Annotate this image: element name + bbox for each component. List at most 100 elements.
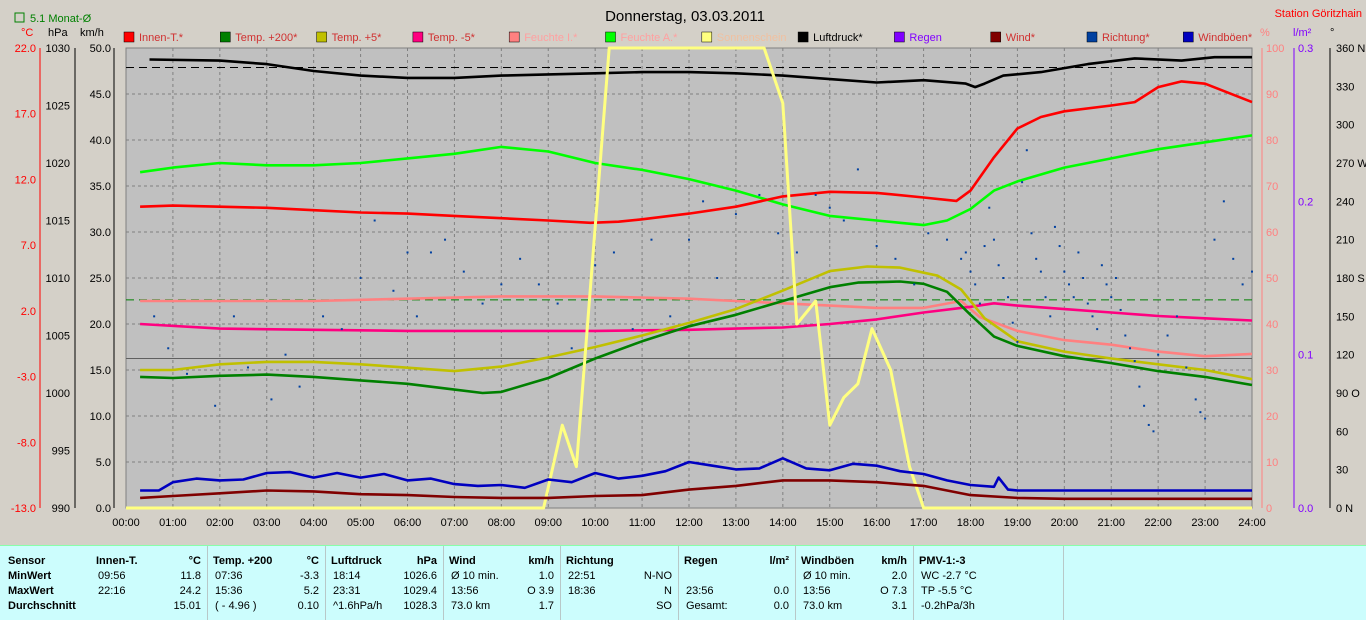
direction-point (373, 219, 376, 222)
stats-cell-label: 15:36 (215, 585, 243, 597)
stats-section-unit: km/h (528, 555, 554, 567)
legend-item-feuchte-i[interactable]: Feuchte I.* (508, 31, 578, 44)
direction-point (978, 302, 981, 305)
percent-axis-tick-label: 100 (1266, 43, 1284, 55)
row-label-max: MaxWert (8, 585, 54, 597)
legend-swatch[interactable] (990, 31, 1001, 43)
legend-item-wind[interactable]: Wind* (990, 31, 1036, 44)
direction-point (1119, 308, 1122, 311)
legend-item-temp-5[interactable]: Temp. -5* (412, 31, 476, 44)
stats-cell-value: 0.0 (773, 600, 789, 612)
direction-point (1166, 334, 1169, 337)
stats-cell-value: 3.1 (891, 600, 907, 612)
direction-axis-tick-label: 300 (1336, 120, 1354, 132)
direction-point (1199, 411, 1202, 414)
x-tick-label: 24:00 (1238, 517, 1266, 529)
kmh-axis-tick-label: 15.0 (90, 365, 111, 377)
direction-point (1129, 347, 1132, 350)
stats-cell-value: 24.2 (179, 585, 201, 597)
kmh-axis-tick-label: 10.0 (90, 411, 111, 423)
legend-swatch[interactable] (316, 31, 327, 43)
stats-cell-value: O 7.3 (880, 585, 907, 597)
series-wind (140, 479, 1252, 501)
direction-point (1241, 283, 1244, 286)
temp-axis-tick-label: 2.0 (21, 306, 36, 318)
legend-swatch[interactable] (894, 31, 905, 43)
x-tick-label: 14:00 (769, 517, 797, 529)
x-tick-label: 16:00 (863, 517, 891, 529)
percent-axis-tick-label: 0 (1266, 503, 1272, 515)
direction-point (875, 245, 878, 248)
row-label-min: MinWert (8, 570, 52, 582)
legend-item-sonnenschein[interactable]: Sonnenschein (701, 31, 787, 44)
stats-cell-value: 1028.3 (403, 600, 437, 612)
direction-point (1222, 200, 1225, 203)
direction-axis-tick-label: 210 (1336, 235, 1354, 247)
legend-item-temp-5[interactable]: Temp. +5* (316, 31, 383, 44)
direction-point (246, 366, 249, 369)
series-feuchte-a (139, 134, 1253, 227)
legend-swatch[interactable] (1086, 31, 1098, 43)
x-tick-label: 10:00 (581, 517, 609, 529)
direction-point (1204, 417, 1207, 420)
legend-swatch[interactable] (412, 31, 424, 43)
legend-item-regen[interactable]: Regen (894, 31, 942, 44)
direction-point (1157, 353, 1160, 356)
x-tick-label: 08:00 (488, 517, 516, 529)
direction-point (650, 238, 653, 241)
pressure-axis-tick-label: 1020 (46, 158, 70, 170)
legend-item-feuchte-a[interactable]: Feuchte A.* (605, 31, 679, 44)
stats-section-title: PMV-1:-3 (919, 555, 966, 567)
direction-point (1049, 315, 1052, 318)
x-tick-label: 20:00 (1051, 517, 1079, 529)
stats-cell-value: O 3.9 (527, 585, 554, 597)
stats-section-temp-200: Temp. +200 °C 07:36 -3.3 15:36 5.2 ( - 4.96 ) 0… (207, 546, 326, 620)
pressure-axis-tick-label: 1000 (46, 388, 70, 400)
station-label: Station Göritzhain (1275, 8, 1362, 20)
direction-point (1077, 251, 1080, 254)
direction-point (1110, 296, 1113, 299)
stats-cell-label: ( - 4.96 ) (215, 600, 257, 612)
row-label-avg: Durchschnitt (8, 600, 76, 612)
legend-swatch[interactable] (508, 31, 520, 43)
stats-cell-label: 23:56 (686, 585, 714, 597)
direction-point (500, 283, 503, 286)
legend-item-temp-200[interactable]: Temp. +200* (220, 31, 298, 44)
stats-cell-label: 73.0 km (803, 600, 843, 612)
direction-point (1011, 321, 1014, 324)
unit-kmh: km/h (80, 27, 104, 39)
unit-celsius: °C (21, 27, 33, 39)
legend-item-windb-en[interactable]: Windböen* (1183, 31, 1253, 44)
legend-swatch[interactable] (220, 31, 231, 43)
legend-item-innen-t[interactable]: Innen-T.* (123, 31, 184, 44)
stats-cell-value: 1.7 (538, 600, 554, 612)
x-tick-label: 04:00 (300, 517, 328, 529)
direction-point (322, 315, 325, 318)
stats-section-windb-en: Windböen km/h Ø 10 min. 2.0 13:56 O 7.3 73.0 k… (795, 546, 914, 620)
unit-rain: l/m² (1293, 27, 1312, 39)
stats-section-title: Regen (684, 555, 718, 567)
stats-section-unit: °C (306, 555, 319, 567)
direction-point (1185, 366, 1188, 369)
legend-item-luftdruck[interactable]: Luftdruck* (797, 31, 863, 44)
legend-swatch[interactable] (701, 31, 713, 43)
monat-checkbox[interactable] (14, 12, 25, 23)
legend-swatch[interactable] (123, 31, 135, 43)
x-tick-label: 05:00 (347, 517, 375, 529)
legend-item-richtung[interactable]: Richtung* (1086, 31, 1150, 44)
direction-point (997, 264, 1000, 267)
legend-swatch[interactable] (1183, 31, 1194, 43)
direction-point (828, 206, 831, 209)
direction-axis-tick-label: 360 N (1336, 43, 1365, 55)
legend-label: Regen (909, 32, 941, 44)
direction-point (1058, 245, 1061, 248)
legend-label: Windböen* (1198, 32, 1253, 44)
kmh-axis-tick-label: 25.0 (90, 273, 111, 285)
direction-point (1152, 430, 1155, 433)
direction-point (842, 219, 845, 222)
kmh-axis-tick-label: 50.0 (90, 43, 111, 55)
unit-degree: ° (1330, 27, 1334, 39)
legend-swatch[interactable] (605, 31, 616, 43)
legend-swatch[interactable] (797, 31, 809, 43)
percent-axis-tick-label: 30 (1266, 365, 1278, 377)
